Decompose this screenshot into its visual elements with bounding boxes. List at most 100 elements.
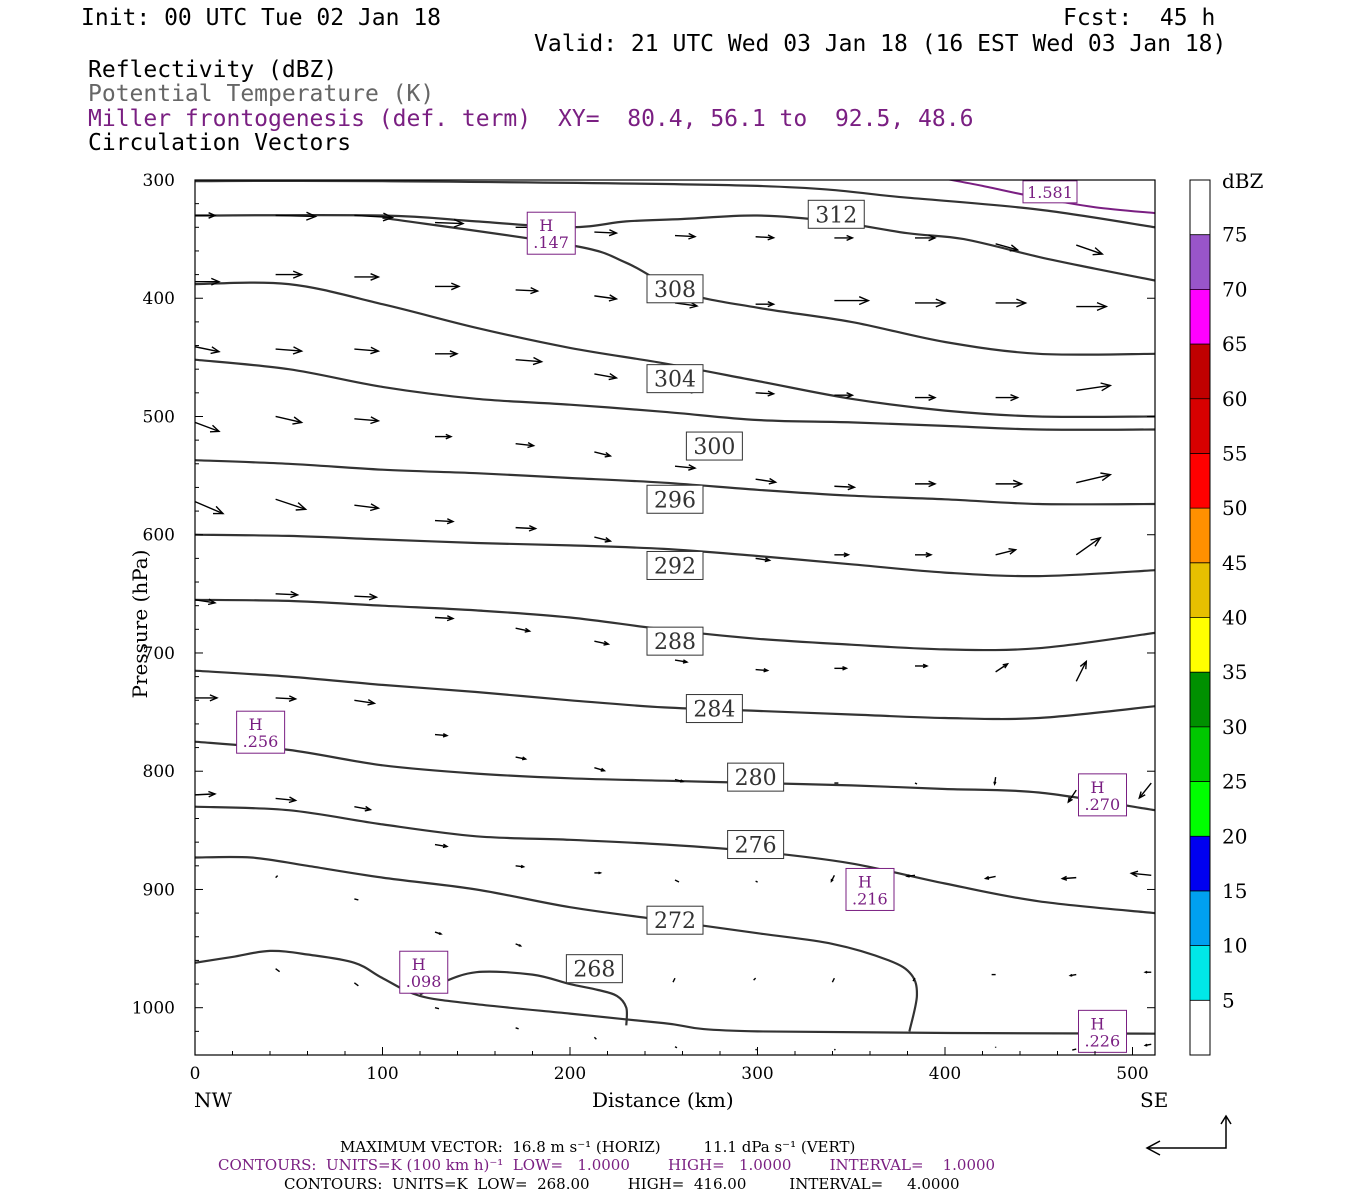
circulation-vector xyxy=(593,1036,597,1040)
circulation-vector xyxy=(594,451,613,458)
contour-label-292: 292 xyxy=(646,550,704,580)
high-letter: H xyxy=(1091,778,1105,797)
theta-contour-note: CONTOURS: UNITS=K LOW= 268.00 HIGH= 416.… xyxy=(284,1175,960,1193)
x-tick-label: 300 xyxy=(741,1064,773,1084)
circulation-vector xyxy=(995,298,1028,308)
circulation-vector xyxy=(515,943,523,947)
theta-contour-300 xyxy=(195,459,1155,506)
circulation-vector xyxy=(1076,244,1105,256)
colorbar-label: 40 xyxy=(1222,606,1247,630)
x-tick-label: 500 xyxy=(1116,1064,1148,1084)
contour-label-284: 284 xyxy=(685,694,743,724)
contour-label-276: 276 xyxy=(727,830,785,860)
y-tick-label: 300 xyxy=(143,171,175,191)
colorbar-swatch xyxy=(1190,781,1210,837)
circulation-vector xyxy=(275,590,300,599)
circulation-vector xyxy=(195,421,221,433)
circulation-vector xyxy=(435,350,459,358)
high-value: .098 xyxy=(406,972,442,991)
circulation-vector xyxy=(434,615,455,622)
colorbar-label: 5 xyxy=(1222,988,1235,1012)
frontogenesis-high: H.226 xyxy=(1078,1009,1127,1053)
circulation-vector xyxy=(915,663,929,669)
circulation-vector xyxy=(753,977,757,981)
circulation-vector xyxy=(1067,789,1077,804)
theta-contour-308 xyxy=(195,281,1155,419)
circulation-vector xyxy=(834,666,849,671)
y-tick-label: 700 xyxy=(143,644,175,664)
colorbar-label: 50 xyxy=(1222,496,1247,520)
circulation-vector xyxy=(594,871,603,875)
frontogenesis-high: H.256 xyxy=(236,710,286,754)
colorbar-swatch xyxy=(1190,945,1210,1001)
frontogenesis-high: H.216 xyxy=(845,867,895,911)
circulation-vector xyxy=(435,282,461,291)
colorbar-swatch xyxy=(1190,726,1210,782)
theta-contour-308 xyxy=(382,216,1155,356)
circulation-vector xyxy=(434,931,443,935)
circulation-vector xyxy=(834,392,855,399)
circulation-vector xyxy=(914,782,918,785)
circulation-vector xyxy=(515,627,532,633)
contour-label-308: 308 xyxy=(646,274,704,304)
contour-labels: 312 308 304 300 296 292 288 284 280 276 272 268 xyxy=(565,199,865,984)
colorbar-swatch xyxy=(1190,289,1210,345)
contour-label-300: 300 xyxy=(685,431,743,461)
field-reflectivity: Reflectivity (dBZ) xyxy=(88,57,338,83)
colorbar-swatch xyxy=(1190,180,1210,235)
circulation-vector xyxy=(1075,536,1102,556)
colorbar-swatch xyxy=(1190,398,1210,454)
circulation-vector xyxy=(834,483,857,491)
y-tick-label: 900 xyxy=(143,880,175,900)
circulation-vector xyxy=(1076,382,1113,392)
circulation-vector xyxy=(995,479,1024,489)
high-value: .216 xyxy=(852,889,888,908)
circulation-vector xyxy=(1068,973,1077,977)
circulation-vector xyxy=(915,298,947,308)
frontogenesis-high: H.147 xyxy=(526,211,576,255)
colorbar-label: 25 xyxy=(1222,770,1247,794)
circulation-vector xyxy=(755,557,772,563)
colorbar-label: 15 xyxy=(1222,879,1247,903)
circulation-vector xyxy=(275,796,298,804)
colorbar-title: dBZ xyxy=(1222,169,1264,193)
forecast-hour: Fcst: 45 h xyxy=(1063,5,1216,31)
contour-label-280: 280 xyxy=(727,762,785,792)
frontogenesis-high: H.098 xyxy=(399,950,449,994)
y-tick-label: 1000 xyxy=(132,999,175,1019)
high-value: .256 xyxy=(243,732,279,751)
max-vector-note: MAXIMUM VECTOR: 16.8 m s⁻¹ (HORIZ) 11.1 … xyxy=(340,1138,856,1156)
colorbar-swatch xyxy=(1190,562,1210,618)
y-tick-label: 800 xyxy=(143,762,175,782)
circulation-vector xyxy=(275,875,279,879)
colorbar-swatch xyxy=(1190,344,1210,399)
contour-label-text: 288 xyxy=(654,630,696,655)
high-value: .147 xyxy=(533,233,569,252)
circulation-vector xyxy=(515,441,536,449)
circulation-vector xyxy=(833,1048,836,1051)
theta-contour-280 xyxy=(195,805,1155,915)
y-axis-title: Pressure (hPa) xyxy=(128,549,152,699)
colorbar-swatch xyxy=(1190,508,1210,563)
circulation-vector xyxy=(354,898,359,901)
circulation-vector xyxy=(674,1046,678,1049)
circulation-vector xyxy=(275,498,308,511)
colorbar-swatch xyxy=(1190,836,1210,891)
circulation-vector xyxy=(515,1027,519,1030)
circulation-vector xyxy=(1076,472,1113,484)
circulation-vector xyxy=(354,346,381,355)
circulation-vector xyxy=(354,805,373,812)
circulation-vector xyxy=(674,778,685,783)
axes: 300 400 500 600 700 800 900 1000 0 100 200 300 400 50… xyxy=(132,171,1155,1084)
circulation-vector xyxy=(915,234,937,242)
cross-section-endpoints: XY= 80.4, 56.1 to 92.5, 48.6 xyxy=(558,106,974,132)
circulation-vector xyxy=(195,694,219,702)
circulation-vector xyxy=(674,659,689,664)
high-value: .270 xyxy=(1085,795,1121,814)
contour-label-272: 272 xyxy=(646,905,704,935)
circulation-vector xyxy=(755,1048,758,1051)
theta-contour-296 xyxy=(195,533,1155,578)
colorbar-swatch xyxy=(1190,1000,1210,1055)
circulation-vector xyxy=(755,667,770,673)
